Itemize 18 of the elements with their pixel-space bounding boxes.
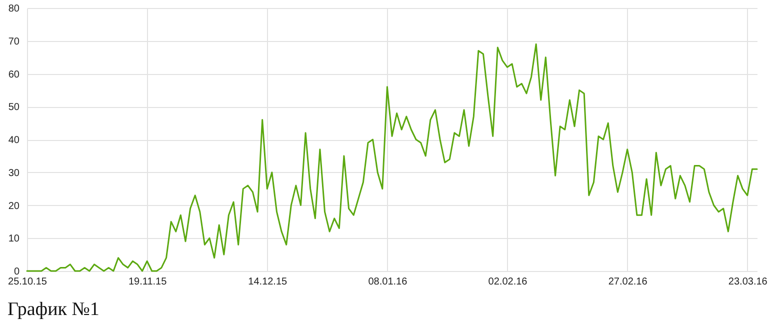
line-series	[26, 43, 758, 272]
x-tick-label: 19.11.15	[128, 276, 168, 288]
y-tick-label: 0	[14, 266, 20, 278]
x-tick-label: 27.02.16	[608, 276, 648, 288]
text: График №1	[8, 299, 100, 320]
y-tick-label: 10	[8, 234, 20, 245]
y-tick-label: 40	[8, 135, 20, 146]
y-tick-label: 30	[8, 168, 20, 179]
y-tick-label: 20	[8, 200, 20, 212]
y-tick-label: 60	[8, 69, 20, 80]
x-tick-label: 23.03.16	[728, 276, 768, 288]
x-tick-label: 14.12.15	[248, 276, 288, 288]
x-tick-label: 02.02.16	[488, 276, 528, 288]
y-tick-label: 80	[8, 4, 20, 14]
x-tick-label: 08.01.16	[368, 276, 408, 288]
y-tick-label: 50	[8, 102, 20, 114]
x-tick-label: 25.10.15	[8, 276, 48, 288]
y-tick-label: 70	[8, 36, 20, 48]
